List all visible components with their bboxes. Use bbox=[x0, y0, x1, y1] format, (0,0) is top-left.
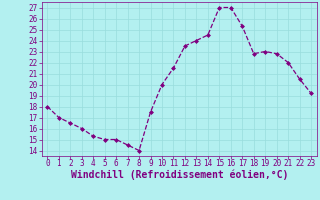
X-axis label: Windchill (Refroidissement éolien,°C): Windchill (Refroidissement éolien,°C) bbox=[70, 169, 288, 180]
